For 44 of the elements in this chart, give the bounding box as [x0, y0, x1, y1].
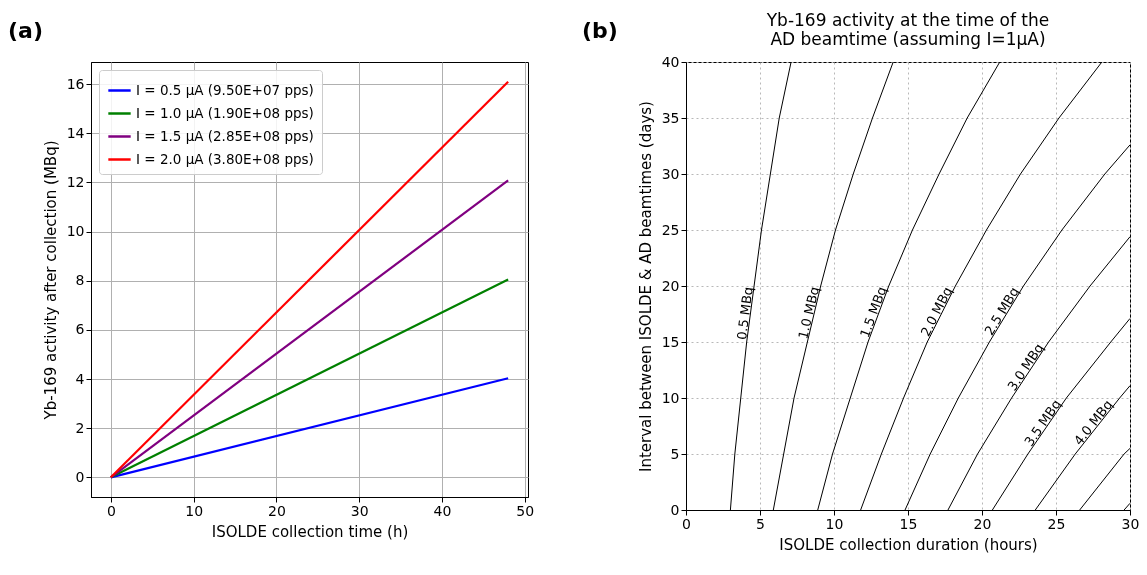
y-tick-label: 20 — [661, 277, 680, 294]
y-tick-label: 30 — [661, 165, 680, 182]
x-tick-label: 20 — [267, 502, 286, 519]
x-tick-label: 0 — [682, 515, 691, 532]
y-axis-title: Interval between ISOLDE & AD beamtimes (days) — [636, 101, 655, 472]
legend-label: I = 2.0 μA (3.80E+08 pps) — [136, 150, 314, 167]
x-tick-label: 15 — [899, 515, 918, 532]
text: 1.5 MBq — [856, 284, 890, 340]
x-tick-label: 0 — [106, 502, 116, 519]
y-tick-label: 8 — [75, 272, 85, 289]
text: (a) — [8, 18, 43, 43]
y-tick-label: 40 — [661, 53, 680, 70]
x-tick-label: 5 — [756, 515, 765, 532]
legend-label: I = 1.0 μA (1.90E+08 pps) — [136, 104, 314, 121]
x-tick-label: 10 — [185, 502, 204, 519]
y-axis-title: Yb-169 activity after collection (MBq) — [41, 140, 60, 421]
y-tick-label: 10 — [66, 223, 85, 240]
y-tick-label: 35 — [661, 109, 680, 126]
legend-label: I = 0.5 μA (9.50E+07 pps) — [136, 81, 314, 98]
y-tick-label: 6 — [75, 321, 85, 338]
y-tick-label: 4 — [75, 370, 85, 387]
y-tick-label: 12 — [66, 173, 85, 190]
x-axis-title: ISOLDE collection time (h) — [211, 522, 409, 541]
y-tick-label: 16 — [66, 75, 85, 92]
y-tick-label: 15 — [661, 333, 680, 350]
x-axis-title: ISOLDE collection duration (hours) — [779, 535, 1038, 554]
y-tick-label: 5 — [670, 445, 680, 462]
y-tick-label: 0 — [75, 468, 85, 485]
chart-title: Yb-169 activity at the time of the AD beamtime (assuming I=1μA) — [765, 10, 1050, 49]
text: (b) — [582, 18, 618, 43]
x-tick-label: 40 — [433, 502, 452, 519]
x-tick-label: 30 — [1121, 515, 1140, 532]
legend-label: I = 1.5 μA (2.85E+08 pps) — [136, 127, 314, 144]
x-tick-label: 25 — [1047, 515, 1066, 532]
y-tick-label: 25 — [661, 221, 680, 238]
x-tick-label: 50 — [516, 502, 535, 519]
x-tick-label: 10 — [825, 515, 844, 532]
text: 1.0 MBq — [795, 285, 823, 341]
x-tick-label: 20 — [973, 515, 992, 532]
y-tick-label: 2 — [75, 419, 85, 436]
text: 0.5 MBq — [734, 285, 756, 341]
x-tick-label: 30 — [350, 502, 369, 519]
y-tick-label: 14 — [66, 124, 85, 141]
y-tick-label: 10 — [661, 389, 680, 406]
